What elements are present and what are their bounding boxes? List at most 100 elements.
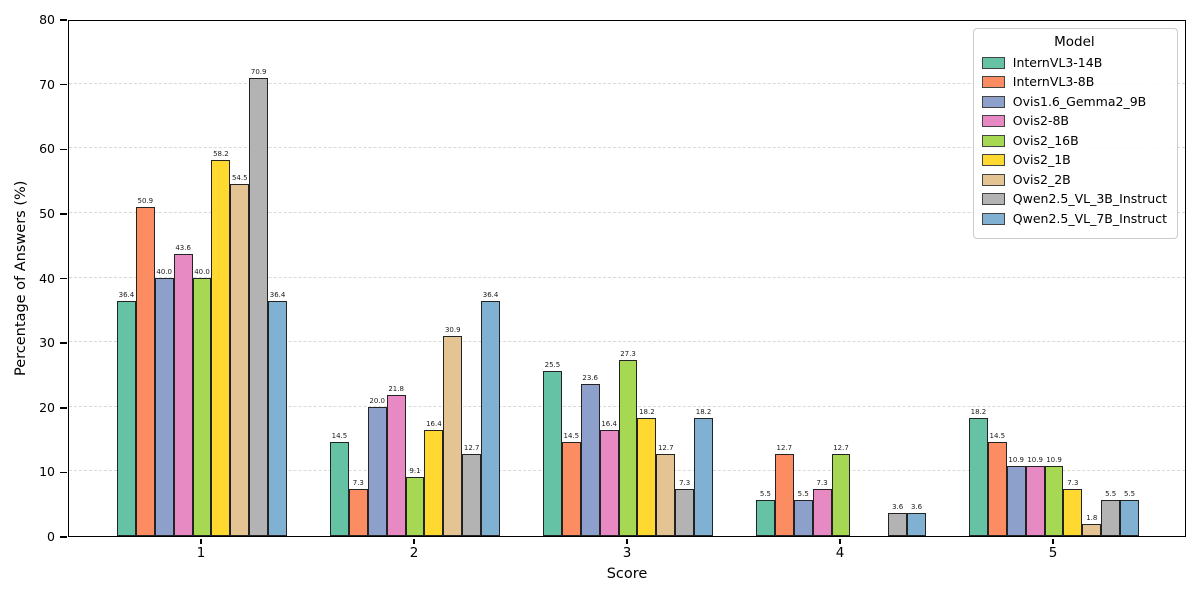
gridline (69, 211, 1185, 213)
bar (211, 159, 231, 536)
bar-value-label: 14.5 (331, 432, 348, 441)
x-axis-label: Score (606, 566, 648, 582)
x-tick-label: 1 (196, 545, 206, 561)
legend-color-swatch (981, 193, 1005, 205)
bar (1006, 465, 1026, 536)
x-tick-mark (413, 538, 415, 544)
legend-item-label: Qwen2.5_VL_7B_Instruct (1012, 210, 1167, 226)
legend-color-swatch (981, 134, 1005, 147)
bar-value-label: 1.8 (1086, 514, 1098, 523)
bar (580, 383, 600, 536)
legend-item: Ovis2_1B (981, 153, 1167, 167)
legend-item: Ovis1.6_Gemma2_9B (981, 94, 1167, 109)
bar-value-label: 12.7 (657, 443, 674, 452)
x-tick-mark (839, 538, 841, 544)
y-tick-mark (60, 277, 67, 280)
legend-item-label: Qwen2.5_VL_3B_Instruct (1012, 191, 1167, 206)
y-tick-mark (60, 19, 67, 21)
bar (618, 359, 638, 536)
bar-value-label: 40.0 (156, 267, 173, 276)
bar-value-label: 70.9 (250, 67, 267, 76)
bar (675, 488, 695, 536)
bar-value-label: 50.9 (137, 197, 154, 206)
y-tick-label: 20 (39, 399, 55, 415)
legend-color-swatch (981, 212, 1005, 225)
y-tick-label: 70 (39, 76, 55, 92)
bar-value-label: 23.6 (582, 373, 599, 382)
legend-title: Model (1054, 34, 1095, 50)
legend-color-swatch (981, 154, 1005, 166)
legend-item-label: InternVL3-14B (1012, 54, 1103, 70)
bar-value-label: 7.3 (352, 478, 364, 487)
bar-value-label: 12.7 (776, 443, 793, 452)
legend-color-swatch (981, 173, 1005, 186)
bar-value-label: 9.1 (409, 467, 421, 476)
gridline (69, 341, 1185, 343)
legend-color-swatch (981, 115, 1005, 127)
bar (230, 183, 250, 536)
bar-value-label: 7.3 (816, 478, 828, 487)
bar-value-label: 43.6 (175, 244, 191, 253)
bar (386, 395, 406, 536)
y-tick-label: 60 (39, 141, 55, 157)
bar-value-label: 14.5 (989, 432, 1006, 441)
bar-value-label: 10.9 (1027, 455, 1043, 464)
bar (268, 300, 287, 536)
bar-value-label: 18.2 (639, 408, 655, 417)
bar-value-label: 36.4 (269, 290, 286, 299)
bar (812, 488, 832, 536)
bar (694, 418, 713, 536)
bar (1025, 465, 1045, 536)
bar-value-label: 5.5 (797, 490, 809, 499)
gridline (69, 147, 1185, 149)
y-tick-label: 50 (39, 205, 55, 221)
legend-color-swatch (981, 56, 1005, 69)
bar-value-label: 30.9 (444, 326, 461, 335)
gridline (69, 276, 1185, 278)
legend-color-swatch (981, 76, 1005, 88)
bar (561, 442, 581, 536)
y-tick-mark (60, 407, 67, 409)
legend-item: Ovis2_2B (981, 171, 1167, 187)
bar (117, 300, 136, 536)
bar (173, 254, 193, 536)
bar (443, 336, 463, 536)
y-tick-label: 80 (39, 12, 55, 27)
x-tick-label: 3 (622, 545, 632, 561)
bar-value-label: 27.3 (620, 349, 636, 358)
bar (192, 277, 212, 536)
legend-item-label: Ovis2-8B (1012, 113, 1069, 128)
bar (907, 512, 926, 536)
bar (987, 442, 1007, 536)
legend-items: InternVL3-14B InternVL3-8B Ovis1.6_Gemma2_… (981, 54, 1167, 226)
x-tick-mark (626, 538, 628, 544)
bar-value-label: 16.4 (601, 420, 617, 429)
bar (599, 430, 619, 536)
plot-area: Model InternVL3-14B InternVL3-8B Ovis1.6_G… (68, 20, 1186, 537)
bar-value-label: 36.4 (118, 290, 135, 299)
bar (1101, 500, 1121, 536)
legend-color-swatch (981, 95, 1005, 108)
y-tick-mark (60, 148, 67, 150)
bar (637, 418, 657, 536)
bar (793, 500, 813, 536)
bar-value-label: 21.8 (388, 385, 404, 394)
legend-item: Ovis2-8B (981, 113, 1167, 128)
y-tick-mark (60, 83, 67, 86)
bar (135, 207, 155, 536)
legend-item-label: Ovis2_2B (1012, 171, 1071, 187)
legend-item: Ovis2_16B (981, 133, 1167, 148)
x-tick-label: 5 (1048, 545, 1058, 561)
legend-item: InternVL3-14B (981, 54, 1167, 70)
x-tick-label: 2 (409, 545, 419, 561)
y-tick-mark (60, 536, 67, 538)
bar (330, 442, 349, 536)
y-tick-mark (60, 342, 67, 344)
bar (348, 488, 368, 536)
bar-value-label: 10.9 (1008, 455, 1025, 464)
bar (774, 453, 794, 536)
bar (405, 477, 425, 536)
bar (888, 512, 908, 536)
bar-value-label: 18.2 (970, 408, 987, 417)
